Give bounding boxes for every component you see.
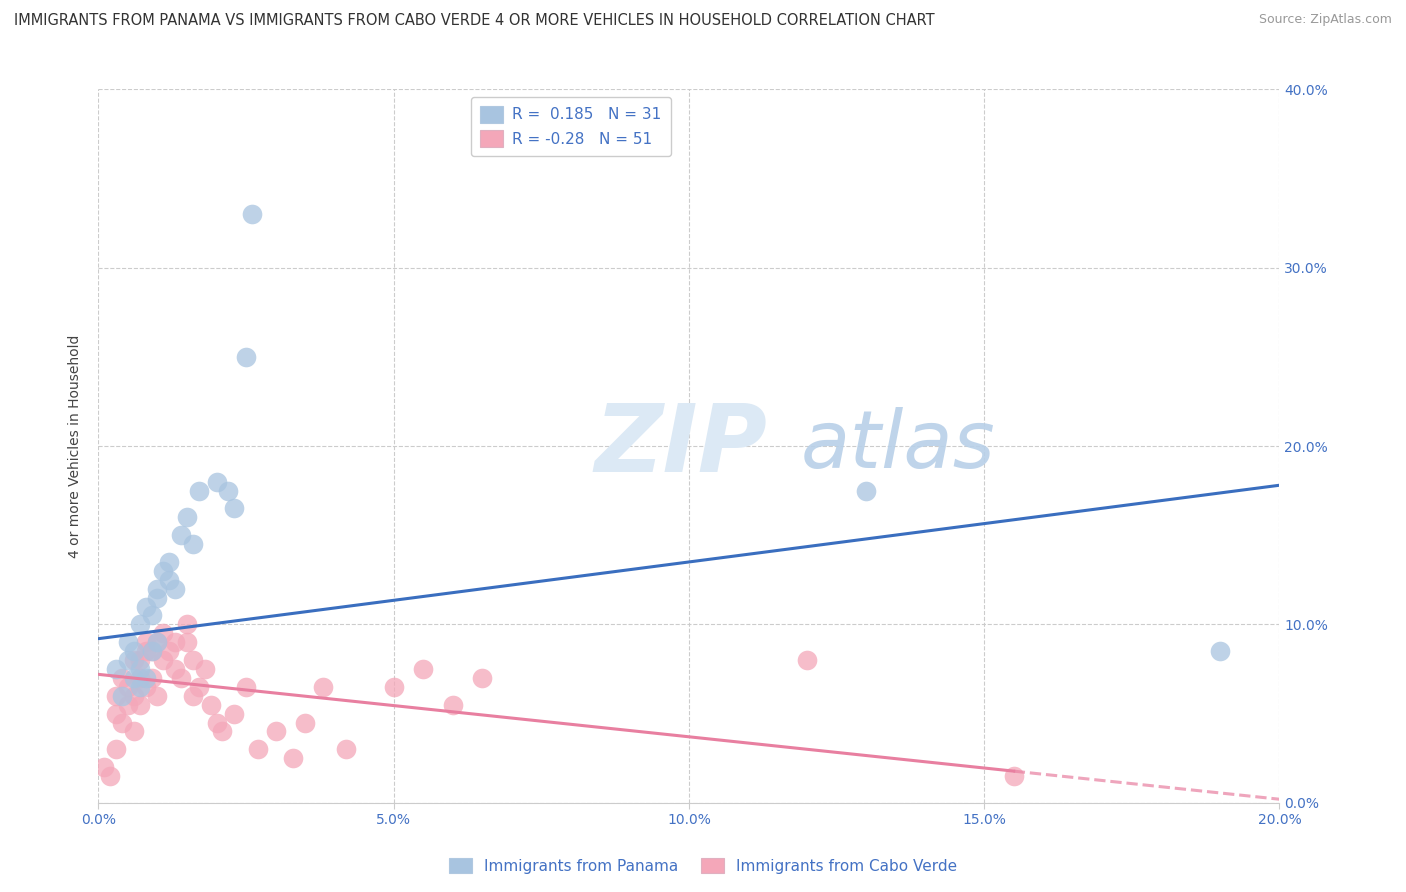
- Point: [135, 599, 157, 614]
- Point: [157, 555, 180, 569]
- Point: [165, 582, 187, 596]
- Point: [135, 644, 157, 658]
- Point: [117, 698, 139, 712]
- Point: [111, 671, 134, 685]
- Point: [152, 626, 174, 640]
- Point: [141, 644, 163, 658]
- Point: [165, 662, 187, 676]
- Point: [441, 698, 464, 712]
- Point: [141, 644, 163, 658]
- Point: [187, 680, 209, 694]
- Point: [111, 689, 134, 703]
- Point: [146, 635, 169, 649]
- Point: [181, 653, 204, 667]
- Text: Source: ZipAtlas.com: Source: ZipAtlas.com: [1258, 13, 1392, 27]
- Point: [205, 715, 228, 730]
- Point: [128, 671, 150, 685]
- Point: [335, 742, 357, 756]
- Point: [128, 698, 150, 712]
- Point: [128, 680, 150, 694]
- Point: [176, 617, 198, 632]
- Point: [122, 653, 145, 667]
- Point: [135, 680, 157, 694]
- Point: [98, 769, 121, 783]
- Point: [146, 635, 169, 649]
- Point: [111, 715, 134, 730]
- Point: [211, 724, 233, 739]
- Point: [122, 671, 145, 685]
- Point: [176, 510, 198, 524]
- Point: [283, 751, 305, 765]
- Point: [117, 635, 139, 649]
- Point: [217, 483, 239, 498]
- Point: [157, 573, 180, 587]
- Point: [855, 483, 877, 498]
- Point: [264, 724, 287, 739]
- Point: [170, 671, 193, 685]
- Legend: R =  0.185   N = 31, R = -0.28   N = 51: R = 0.185 N = 31, R = -0.28 N = 51: [471, 97, 671, 156]
- Point: [157, 644, 180, 658]
- Text: ZIP: ZIP: [595, 400, 768, 492]
- Point: [146, 689, 169, 703]
- Point: [194, 662, 217, 676]
- Point: [146, 591, 169, 605]
- Point: [141, 608, 163, 623]
- Point: [165, 635, 187, 649]
- Point: [93, 760, 115, 774]
- Y-axis label: 4 or more Vehicles in Household: 4 or more Vehicles in Household: [69, 334, 83, 558]
- Point: [170, 528, 193, 542]
- Point: [141, 671, 163, 685]
- Point: [122, 724, 145, 739]
- Point: [1002, 769, 1025, 783]
- Point: [128, 653, 150, 667]
- Point: [181, 537, 204, 551]
- Point: [128, 617, 150, 632]
- Point: [122, 644, 145, 658]
- Point: [152, 653, 174, 667]
- Point: [122, 689, 145, 703]
- Point: [187, 483, 209, 498]
- Point: [135, 635, 157, 649]
- Point: [1209, 644, 1232, 658]
- Point: [117, 653, 139, 667]
- Point: [246, 742, 269, 756]
- Point: [224, 501, 246, 516]
- Point: [240, 207, 263, 221]
- Point: [128, 662, 150, 676]
- Point: [294, 715, 316, 730]
- Point: [235, 350, 257, 364]
- Point: [135, 671, 157, 685]
- Point: [181, 689, 204, 703]
- Point: [235, 680, 257, 694]
- Point: [312, 680, 335, 694]
- Point: [105, 742, 128, 756]
- Point: [105, 689, 128, 703]
- Point: [382, 680, 405, 694]
- Point: [105, 662, 128, 676]
- Legend: Immigrants from Panama, Immigrants from Cabo Verde: Immigrants from Panama, Immigrants from …: [443, 852, 963, 880]
- Point: [105, 706, 128, 721]
- Point: [412, 662, 434, 676]
- Point: [146, 582, 169, 596]
- Point: [176, 635, 198, 649]
- Point: [205, 475, 228, 489]
- Text: IMMIGRANTS FROM PANAMA VS IMMIGRANTS FROM CABO VERDE 4 OR MORE VEHICLES IN HOUSE: IMMIGRANTS FROM PANAMA VS IMMIGRANTS FRO…: [14, 13, 935, 29]
- Point: [796, 653, 818, 667]
- Point: [200, 698, 222, 712]
- Point: [224, 706, 246, 721]
- Point: [152, 564, 174, 578]
- Text: atlas: atlas: [801, 407, 995, 485]
- Point: [471, 671, 494, 685]
- Point: [117, 680, 139, 694]
